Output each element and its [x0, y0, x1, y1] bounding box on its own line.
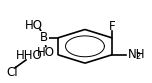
Text: B: B — [40, 31, 48, 44]
Text: 2: 2 — [136, 52, 141, 61]
Text: HHO: HHO — [16, 49, 42, 62]
Text: NH: NH — [128, 48, 145, 61]
Text: HO: HO — [25, 19, 43, 32]
Text: Cl: Cl — [6, 66, 18, 79]
Text: F: F — [109, 20, 115, 33]
Text: HO: HO — [37, 46, 55, 59]
